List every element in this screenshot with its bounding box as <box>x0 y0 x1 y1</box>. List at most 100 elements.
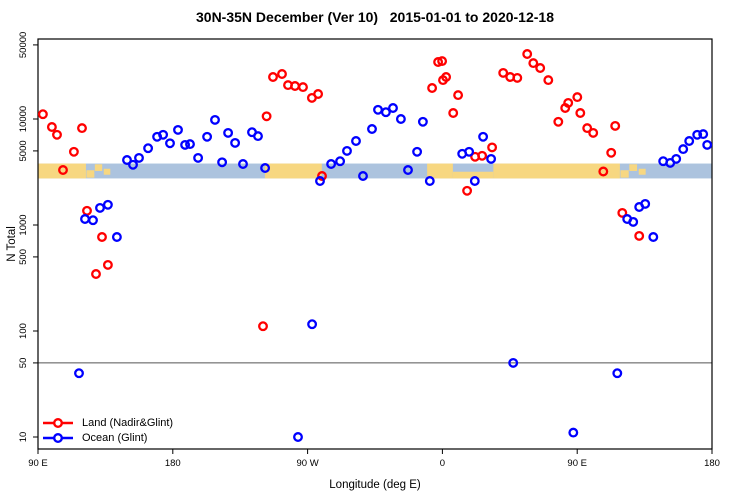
data-point <box>628 216 639 227</box>
data-point <box>412 146 423 157</box>
data-point <box>326 159 337 169</box>
x-tick-label: 0 <box>440 458 445 469</box>
data-point <box>380 107 391 118</box>
y-tick-label: 50000 <box>18 32 29 58</box>
data-point <box>102 259 113 270</box>
x-tick-label: 90 W <box>297 458 319 469</box>
y-tick-label: 5000 <box>18 140 29 161</box>
data-point <box>373 104 383 115</box>
data-point <box>448 108 459 118</box>
map-band-mixed-speck <box>86 170 95 178</box>
data-point <box>543 75 554 86</box>
data-point <box>315 176 325 186</box>
data-point <box>427 83 438 93</box>
y-tick-label: 50 <box>18 358 29 369</box>
map-band-mixed-speck <box>638 168 646 175</box>
data-point <box>477 150 488 161</box>
map-band-land-segment <box>38 163 86 179</box>
data-point <box>648 232 659 242</box>
data-point <box>128 159 138 170</box>
data-point <box>102 199 113 210</box>
data-point <box>80 214 90 224</box>
data-point <box>698 129 709 140</box>
land-series-symbol <box>43 417 73 428</box>
data-point <box>261 111 272 122</box>
data-point <box>528 58 539 69</box>
data-point <box>498 67 509 78</box>
data-point <box>469 176 480 186</box>
data-point <box>462 185 473 196</box>
data-point <box>417 116 428 127</box>
x-tick-label: 90 E <box>28 458 48 469</box>
data-point <box>575 108 586 118</box>
y-tick-label: 10 <box>18 432 29 443</box>
data-point <box>313 89 324 99</box>
data-point <box>367 124 377 134</box>
data-point <box>74 368 84 379</box>
data-point <box>180 139 191 150</box>
data-point <box>111 232 122 242</box>
data-point <box>173 124 183 135</box>
data-point <box>97 232 107 242</box>
data-point <box>77 123 87 134</box>
plot-frame <box>37 38 713 450</box>
data-point <box>424 176 435 186</box>
legend-item-ocean: Ocean (Glint) <box>42 430 173 445</box>
map-band-mixed-speck <box>103 168 111 175</box>
legend-item-land: Land (Nadir&Glint) <box>42 415 173 430</box>
data-point <box>258 321 268 332</box>
data-point <box>692 129 703 140</box>
data-point <box>453 90 464 101</box>
data-point <box>277 69 287 79</box>
data-point <box>441 72 452 82</box>
data-point <box>395 114 406 124</box>
x-tick-label: 90 E <box>567 458 587 469</box>
data-point <box>522 49 533 59</box>
data-point <box>702 139 713 150</box>
data-point <box>535 63 546 73</box>
data-point <box>238 159 248 169</box>
map-band-mixed-speck <box>94 164 103 171</box>
y-tick-label: 1000 <box>18 214 29 235</box>
data-point <box>553 116 564 127</box>
data-point <box>260 163 271 173</box>
data-point <box>598 166 609 177</box>
data-point <box>230 137 241 148</box>
map-band-mixed-speck <box>629 164 638 171</box>
data-point <box>437 56 448 67</box>
data-point <box>223 127 234 138</box>
data-point <box>403 165 413 175</box>
data-point <box>193 152 204 163</box>
chart-title: 30N-35N December (Ver 10) 2015-01-01 to … <box>196 9 554 25</box>
data-point <box>563 97 574 108</box>
x-tick-label: 180 <box>704 458 720 469</box>
data-point <box>610 120 621 131</box>
data-point <box>335 156 346 167</box>
map-band-land-segment <box>493 163 620 179</box>
data-point <box>568 427 579 438</box>
data-point <box>684 136 695 146</box>
data-point <box>202 131 213 142</box>
data-point <box>253 131 263 142</box>
data-point <box>617 207 628 218</box>
data-point <box>486 153 497 164</box>
data-point <box>298 82 308 93</box>
data-point <box>582 123 593 134</box>
ocean-series-symbol <box>43 432 73 443</box>
y-tick-label: 500 <box>18 249 29 265</box>
map-band-coast-segment <box>452 171 494 179</box>
data-point <box>464 146 475 157</box>
map-band-land-segment <box>427 163 453 179</box>
map-band-land-segment <box>264 163 322 179</box>
data-point <box>588 127 599 138</box>
y-tick-label: 10000 <box>18 106 29 132</box>
data-point <box>317 171 327 181</box>
data-point <box>342 145 352 156</box>
data-point <box>307 319 318 330</box>
data-point <box>678 144 689 155</box>
legend-label-land: Land (Nadir&Glint) <box>82 416 174 429</box>
open-circle-icon <box>52 417 63 428</box>
data-point <box>217 157 228 168</box>
